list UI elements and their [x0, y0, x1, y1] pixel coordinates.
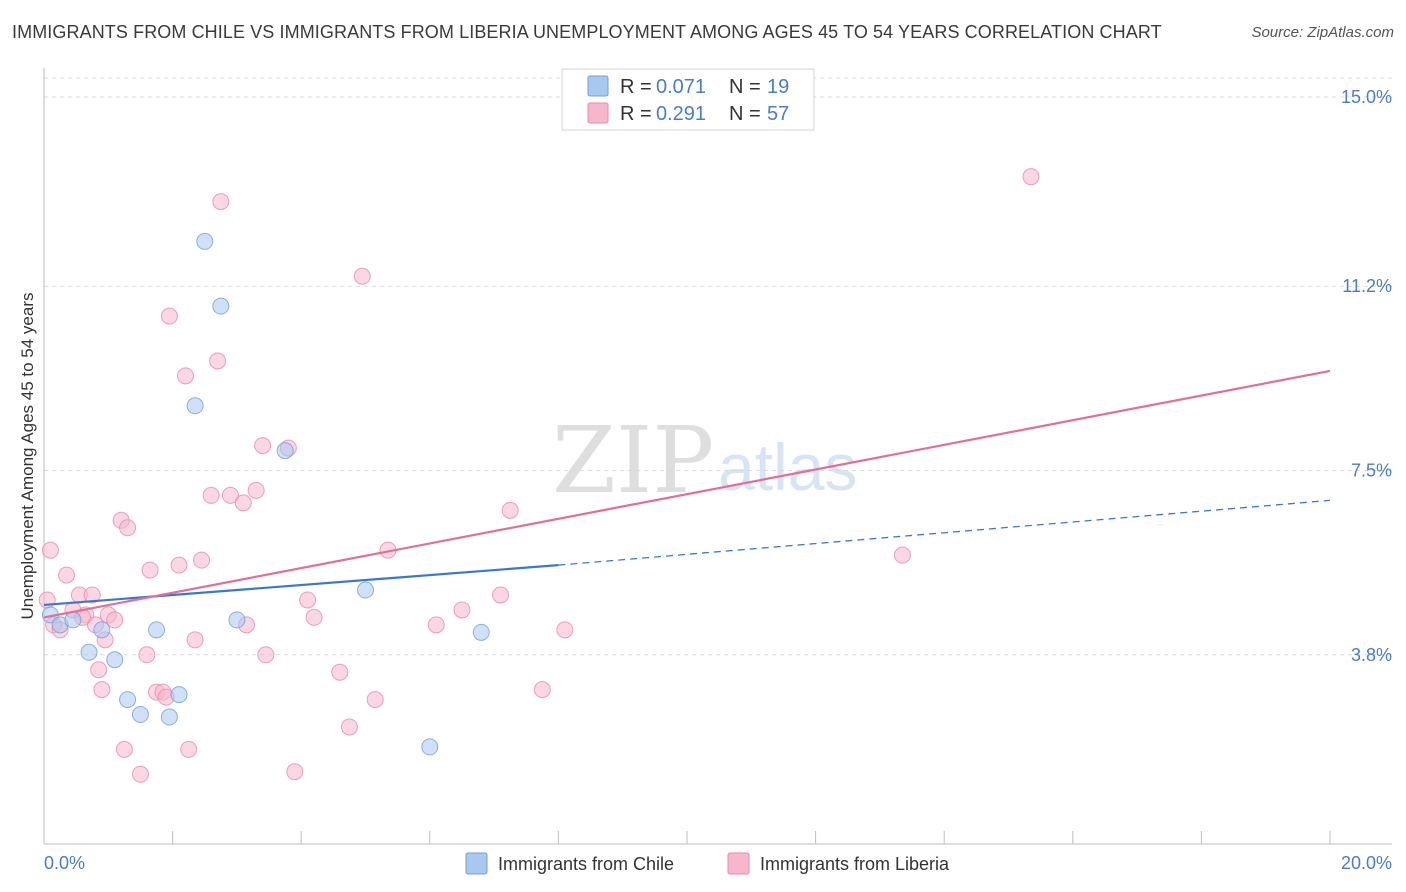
watermark-atlas: atlas	[718, 430, 857, 504]
legend-r-value-liberia: 0.291	[656, 103, 706, 125]
y-tick-label: 15.0%	[1341, 87, 1392, 107]
legend-r-value-chile: 0.071	[656, 76, 706, 98]
point-liberia	[353, 267, 371, 285]
y-axis-title: Unemployment Among Ages 45 to 54 years	[18, 293, 37, 620]
point-liberia	[138, 646, 156, 664]
bottom-legend-label-chile: Immigrants from Chile	[498, 854, 674, 874]
bottom-legend-label-liberia: Immigrants from Liberia	[760, 854, 950, 874]
y-tick-label: 11.2%	[1342, 276, 1392, 296]
y-tick-labels: 3.8% 7.5% 11.2% 15.0%	[1341, 87, 1392, 665]
legend-n-label-chile: N =	[729, 76, 761, 98]
x-tick-label-max: 20.0%	[1341, 853, 1392, 873]
correlation-legend: R = 0.071 N = 19 R = 0.291 N = 57	[561, 68, 815, 131]
point-liberia	[492, 586, 510, 604]
bottom-legend-swatch-liberia	[727, 852, 750, 875]
point-chile	[106, 651, 124, 669]
point-chile	[276, 442, 294, 460]
point-chile	[119, 691, 137, 709]
point-liberia	[93, 681, 111, 699]
point-chile	[170, 686, 188, 704]
point-liberia	[131, 765, 149, 783]
point-liberia	[176, 367, 194, 385]
trend-line-liberia	[43, 369, 1331, 619]
gridlines	[44, 77, 1392, 656]
point-liberia	[58, 566, 76, 584]
point-liberia	[119, 519, 137, 537]
point-liberia	[83, 586, 101, 604]
point-liberia	[170, 556, 188, 574]
point-liberia	[180, 740, 198, 758]
point-liberia	[247, 481, 265, 499]
point-liberia	[115, 740, 133, 758]
point-chile	[131, 706, 149, 724]
point-liberia	[453, 601, 471, 619]
chart-source: Source: ZipAtlas.com	[1251, 24, 1394, 41]
point-chile	[212, 297, 230, 315]
legend-n-value-liberia: 57	[767, 103, 789, 125]
point-liberia	[254, 437, 272, 455]
point-liberia	[299, 591, 317, 609]
series-legend: Immigrants from Chile Immigrants from Li…	[465, 852, 950, 875]
point-liberia	[209, 352, 227, 370]
point-liberia	[286, 763, 304, 781]
point-liberia	[893, 546, 911, 564]
point-liberia	[501, 501, 519, 519]
point-chile	[80, 643, 98, 661]
point-liberia	[202, 486, 220, 504]
point-liberia	[106, 611, 124, 629]
point-liberia	[193, 551, 211, 569]
point-chile	[228, 611, 246, 629]
point-liberia	[366, 691, 384, 709]
x-axis-ticks	[172, 831, 1331, 844]
point-liberia	[556, 621, 574, 639]
point-chile	[64, 611, 82, 629]
watermark-zip: ZIP	[552, 407, 714, 514]
point-liberia	[221, 486, 239, 504]
legend-r-label-liberia: R =	[620, 103, 652, 125]
point-liberia	[340, 718, 358, 736]
point-liberia	[234, 494, 252, 512]
trend-line-chile-extrapolated	[558, 499, 1331, 566]
point-chile	[357, 581, 374, 599]
point-liberia	[257, 646, 275, 664]
point-chile	[196, 232, 214, 250]
trend-line-chile	[43, 564, 559, 607]
legend-swatch-chile	[587, 75, 609, 97]
point-chile	[186, 397, 204, 415]
point-liberia	[533, 681, 551, 699]
point-liberia	[90, 661, 108, 679]
x-tick-label-min: 0.0%	[44, 853, 85, 873]
point-chile	[160, 708, 178, 726]
legend-swatch-liberia	[587, 102, 609, 124]
legend-r-label-chile: R =	[620, 76, 652, 98]
trend-lines	[43, 369, 1331, 619]
bottom-legend-swatch-chile	[465, 852, 488, 875]
point-liberia	[212, 193, 230, 211]
legend-n-value-chile: 19	[767, 76, 789, 98]
point-liberia	[41, 541, 59, 559]
point-chile	[472, 623, 490, 641]
point-liberia	[1022, 168, 1040, 186]
scatter-points	[38, 168, 1040, 783]
point-liberia	[305, 608, 323, 626]
point-chile	[148, 621, 166, 639]
point-liberia	[331, 663, 349, 681]
chart-title: IMMIGRANTS FROM CHILE VS IMMIGRANTS FROM…	[12, 22, 1162, 42]
y-tick-label: 7.5%	[1351, 461, 1392, 481]
point-liberia	[141, 561, 159, 579]
point-chile	[421, 738, 439, 756]
y-tick-label: 3.8%	[1351, 645, 1392, 665]
point-liberia	[427, 616, 445, 634]
legend-n-label-liberia: N =	[729, 103, 761, 125]
point-liberia	[186, 631, 204, 649]
point-chile	[93, 621, 111, 639]
point-liberia	[160, 307, 178, 325]
